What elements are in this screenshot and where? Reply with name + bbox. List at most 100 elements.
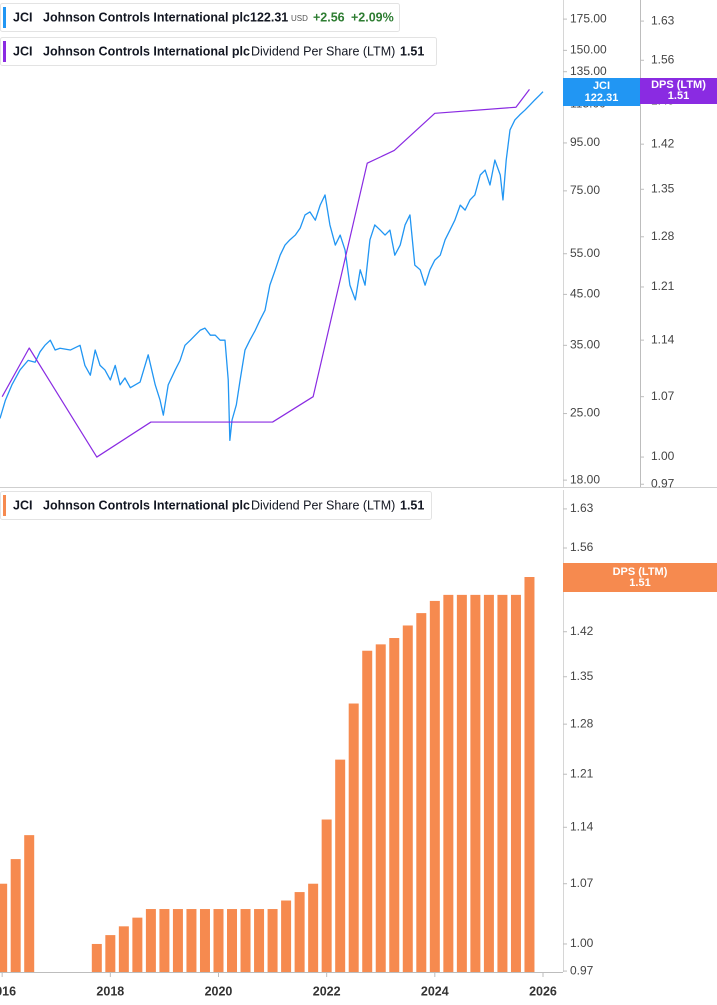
legend-company: Johnson Controls International plc	[43, 498, 250, 512]
dps-tag-value: 1.51	[629, 577, 650, 589]
y2-tick-label: 0.97	[651, 476, 675, 490]
bar	[213, 909, 224, 972]
legend-row	[0, 491, 432, 520]
series-line	[0, 91, 544, 442]
bar	[335, 759, 346, 972]
y2-tick-label: 1.63	[651, 13, 675, 27]
y-tick-label: 1.21	[570, 766, 594, 780]
legend-swatch	[3, 41, 6, 62]
overlay: JCI 122.31 DPS (LTM) 1.51 DPS (LTM) 1.51…	[0, 3, 717, 592]
dps-tag-label: DPS (LTM)	[651, 79, 706, 91]
y-tick-label: 25.00	[570, 406, 600, 420]
bar	[172, 909, 183, 972]
y-tick-label: 1.28	[570, 716, 594, 730]
bar	[524, 577, 535, 972]
bar	[159, 909, 170, 972]
y-tick-label: 135.00	[570, 64, 607, 78]
y-tick-label: 1.35	[570, 669, 594, 683]
y-tick-label: 1.14	[570, 819, 594, 833]
x-tick-label: 2020	[205, 984, 233, 998]
dps-tag-label: DPS (LTM)	[613, 566, 668, 578]
legend-swatch	[3, 495, 6, 516]
dps-tag	[563, 563, 717, 592]
legend-series: Dividend Per Share (LTM)	[251, 498, 395, 512]
bar	[294, 892, 305, 972]
y-tick-label: 1.56	[570, 540, 594, 554]
bar	[254, 909, 265, 972]
y-tick-label: 1.63	[570, 501, 594, 515]
bar	[362, 650, 373, 972]
bar	[497, 594, 508, 972]
y-tick-label: 1.07	[570, 876, 594, 890]
bar	[348, 703, 359, 972]
bar	[199, 909, 210, 972]
dps-tag-value: 1.51	[668, 90, 689, 102]
price-tag-symbol: JCI	[593, 80, 610, 92]
bar	[132, 917, 143, 972]
y-tick-label: 18.00	[570, 472, 600, 486]
y-tick-label: 35.00	[570, 338, 600, 352]
bar	[389, 638, 400, 972]
bar	[24, 835, 35, 972]
y-tick-label: 55.00	[570, 246, 600, 260]
x-tick-label: 2016	[0, 984, 16, 998]
legend-change: +2.56	[313, 10, 345, 24]
legend-row	[0, 3, 400, 32]
y2-tick-label: 1.56	[651, 52, 675, 66]
x-tick-label: 2022	[313, 984, 341, 998]
bar	[145, 909, 156, 972]
bar	[456, 594, 467, 972]
bar	[402, 625, 413, 972]
y2-tick-label: 1.35	[651, 181, 675, 195]
bar	[91, 943, 102, 972]
y-tick-label: 0.97	[570, 963, 594, 977]
y2-tick-label: 1.28	[651, 229, 675, 243]
legend-value: 1.51	[400, 498, 424, 512]
legend-symbol: JCI	[13, 498, 32, 512]
legend-value: 1.51	[400, 44, 424, 58]
y-tick-label: 150.00	[570, 43, 607, 57]
legend-swatch	[3, 7, 6, 28]
bar	[267, 909, 278, 972]
y-tick-label: 175.00	[570, 11, 607, 25]
legend-symbol: JCI	[13, 10, 32, 24]
bar	[510, 594, 521, 972]
bar	[416, 613, 427, 972]
price-tag-value: 122.31	[585, 92, 619, 104]
y-tick-label: 1.00	[570, 936, 594, 950]
series-line	[1, 88, 530, 458]
bar	[0, 883, 8, 972]
bar	[308, 883, 319, 972]
y2-tick-label: 1.21	[651, 279, 675, 293]
price-tag	[563, 78, 640, 106]
bar	[10, 859, 21, 972]
x-tick-label: 2024	[421, 984, 449, 998]
bar	[483, 594, 494, 972]
x-tick-label: 2026	[529, 984, 557, 998]
bar	[105, 935, 116, 972]
legend-currency: USD	[291, 14, 308, 23]
legend-change-pct: +2.09%	[351, 10, 394, 24]
bar	[227, 909, 238, 972]
legend-symbol: JCI	[13, 44, 32, 58]
y2-tick-label: 1.14	[651, 332, 675, 346]
bar	[186, 909, 197, 972]
dps-tag	[640, 78, 717, 104]
y-tick-label: 1.42	[570, 624, 594, 638]
y2-tick-label: 1.07	[651, 389, 675, 403]
y-tick-label: 45.00	[570, 287, 600, 301]
legend-series: Dividend Per Share (LTM)	[251, 44, 395, 58]
legend-company: Johnson Controls International plc	[43, 44, 250, 58]
bar	[443, 594, 454, 972]
y2-tick-label: 1.42	[651, 136, 675, 150]
bar	[118, 926, 129, 972]
legend-company: Johnson Controls International plc	[43, 10, 250, 24]
bar	[281, 900, 292, 972]
legend-row	[0, 37, 437, 66]
bar	[470, 594, 481, 972]
bar	[375, 644, 386, 972]
bar	[321, 819, 332, 972]
